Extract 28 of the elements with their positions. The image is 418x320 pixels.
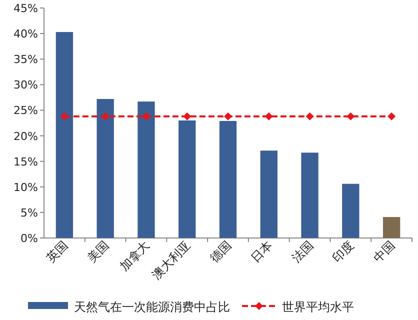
y-tick-label: 35% [14,53,38,66]
y-tick-label: 5% [20,206,38,220]
x-tick-label: 印度 [330,238,357,266]
y-tick-label: 40% [14,28,38,41]
bar [260,150,278,238]
y-tick-label: 25% [14,104,38,118]
x-tick-label: 法国 [289,238,316,266]
x-tick-label: 日本 [248,238,276,266]
y-tick-label: 15% [14,155,38,168]
bar [96,98,114,238]
bar [178,120,196,238]
bar [342,184,360,238]
y-tick-label: 20% [14,130,38,143]
x-tick-label: 英国 [44,238,71,266]
x-tick-label: 美国 [84,238,112,266]
y-tick-label: 30% [14,78,38,92]
y-tick-label: 0% [20,232,38,245]
y-tick-label: 10% [14,180,38,194]
bar [56,32,74,238]
x-tick-label: 中国 [370,238,398,266]
bar [382,217,400,238]
legend-label: 天然气在一次能源消费中占比 [74,300,230,314]
bar [219,120,237,238]
legend-label: 世界平均水平 [282,300,354,314]
y-tick-label: 45% [14,2,38,15]
bar [138,102,155,238]
x-tick-label: 德国 [207,238,234,266]
bar [301,152,318,238]
